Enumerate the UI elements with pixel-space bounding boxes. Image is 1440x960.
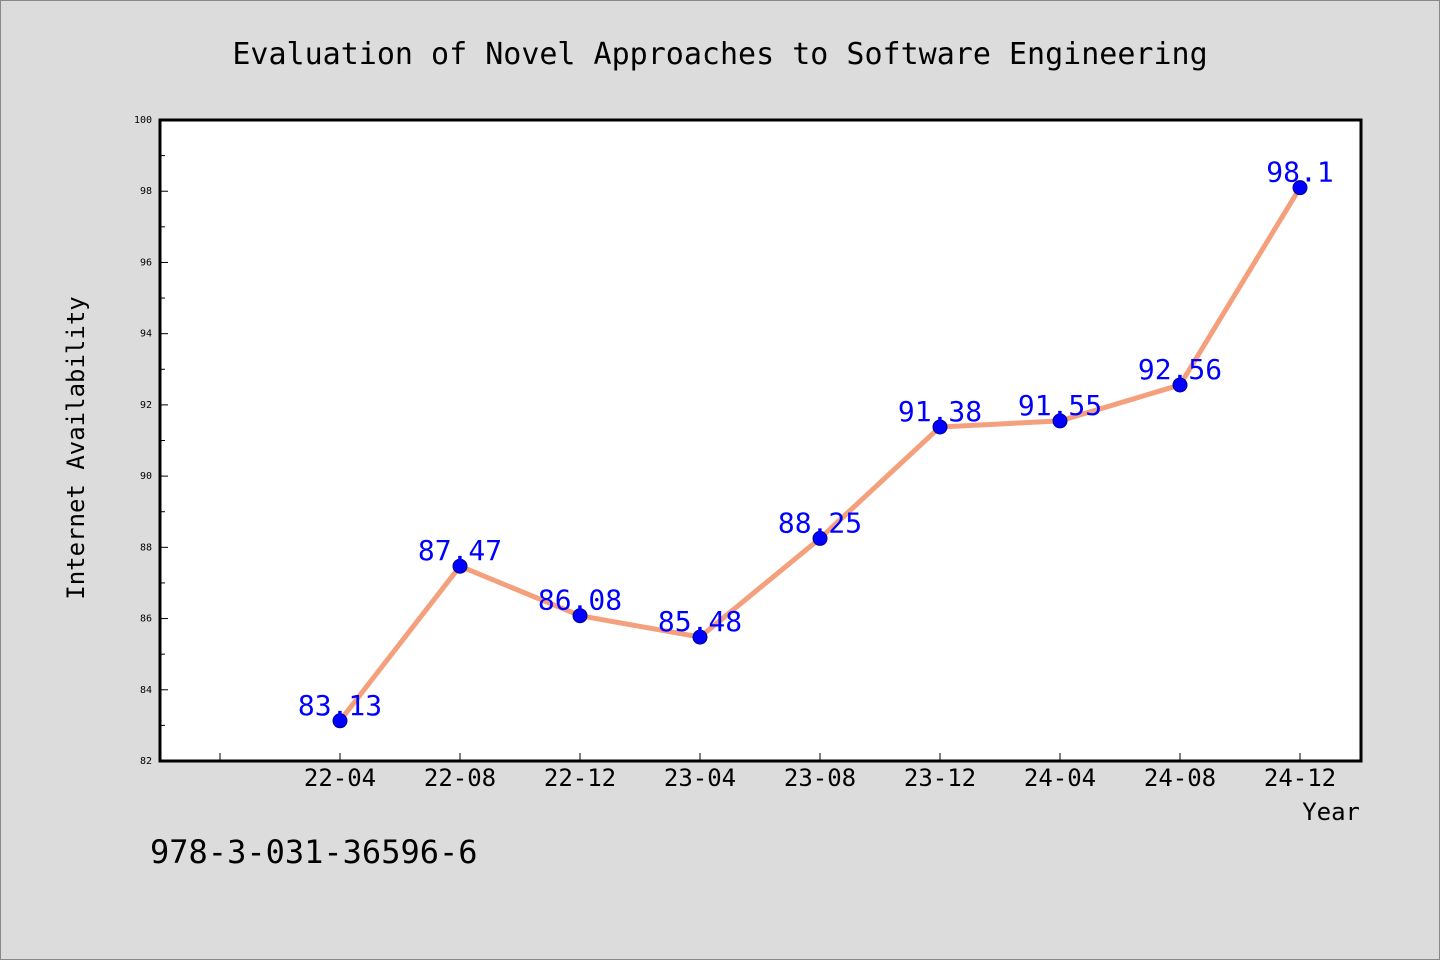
y-tick-label: 86 xyxy=(140,614,152,625)
data-point xyxy=(452,558,468,574)
y-tick-label: 98 xyxy=(140,186,152,197)
data-point xyxy=(1052,413,1068,429)
y-tick-label: 94 xyxy=(140,329,152,340)
data-point xyxy=(572,608,588,624)
y-tick-label: 92 xyxy=(140,400,152,411)
data-label: 98.1 xyxy=(1266,156,1333,189)
data-label: 85.48 xyxy=(658,605,742,638)
y-tick-label: 88 xyxy=(140,542,152,553)
x-tick-label: 24-08 xyxy=(1144,764,1216,792)
y-tick-label: 100 xyxy=(134,115,152,126)
x-axis-label: Year xyxy=(1302,798,1360,826)
y-tick-label: 90 xyxy=(140,471,152,482)
x-tick-label: 23-12 xyxy=(904,764,976,792)
data-point xyxy=(812,530,828,546)
x-tick-label: 23-08 xyxy=(784,764,856,792)
data-point xyxy=(932,419,948,435)
data-point xyxy=(332,713,348,729)
chart-title: Evaluation of Novel Approaches to Softwa… xyxy=(232,37,1207,72)
data-label: 88.25 xyxy=(778,506,862,539)
data-point xyxy=(692,629,708,645)
x-tick-label: 22-12 xyxy=(544,764,616,792)
y-tick-label: 82 xyxy=(140,756,152,767)
data-label: 83.13 xyxy=(298,689,382,722)
data-label: 91.55 xyxy=(1018,389,1102,422)
x-tick-label: 24-04 xyxy=(1024,764,1096,792)
data-labels: 83.13 87.47 86.08 85.48 88.25 91.38 91.55 92.56… xyxy=(298,156,1334,722)
plot-area xyxy=(158,118,1363,763)
x-tick-label: 23-04 xyxy=(664,764,736,792)
data-label: 91.38 xyxy=(898,395,982,428)
data-markers xyxy=(332,180,1308,729)
x-axis: 22-04 22-08 22-12 23-04 23-08 23-12 24-04 24-08… xyxy=(219,753,1336,792)
x-tick-label: 24-12 xyxy=(1264,764,1336,792)
data-label: 92.56 xyxy=(1138,353,1222,386)
y-tick-label: 84 xyxy=(140,685,152,696)
y-axis: 82 84 86 88 90 92 94 96 98 100 xyxy=(134,115,168,767)
y-axis-label: Internet Availability xyxy=(62,296,90,599)
data-label: 86.08 xyxy=(538,584,622,617)
x-tick-label: 22-04 xyxy=(304,764,376,792)
data-point xyxy=(1172,377,1188,393)
data-label: 87.47 xyxy=(418,534,502,567)
y-tick-label: 96 xyxy=(140,257,152,268)
isbn-text: 978-3-031-36596-6 xyxy=(150,833,478,871)
x-tick-label: 22-08 xyxy=(424,764,496,792)
data-point xyxy=(1292,180,1308,196)
